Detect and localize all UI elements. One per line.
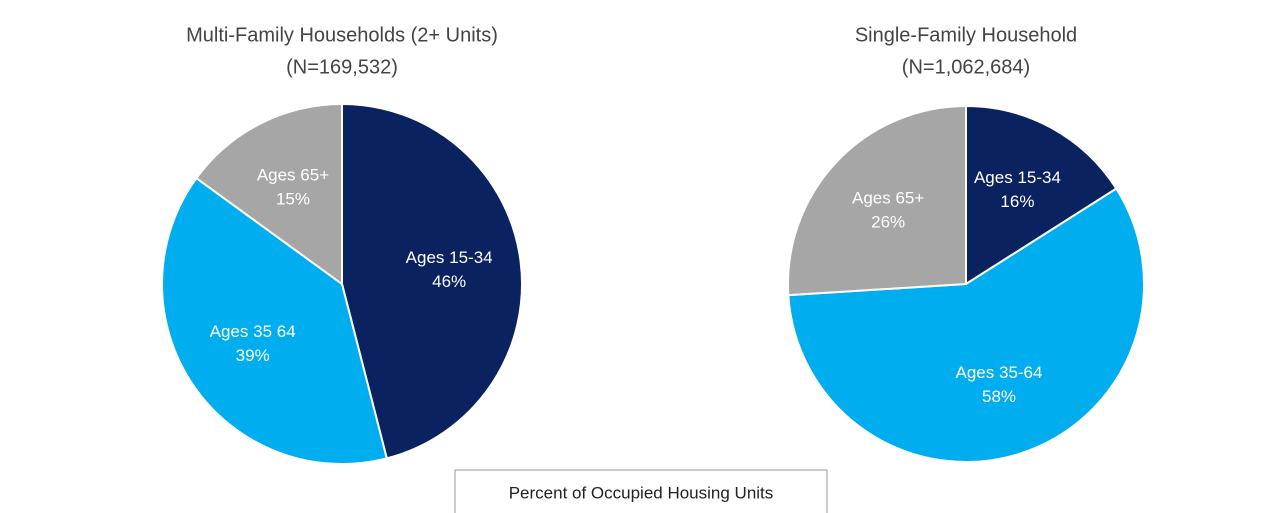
slice-value: 16% xyxy=(1000,192,1034,211)
pie-slice xyxy=(787,104,967,297)
chart-title: Multi-Family Households (2+ Units) xyxy=(186,24,498,46)
pie-slice xyxy=(787,187,1145,463)
slice-category: Ages 15-34 xyxy=(406,248,493,267)
chart-title: Single-Family Household xyxy=(855,24,1077,46)
slice-category: Ages 65+ xyxy=(852,188,924,207)
chart-subtitle: (N=169,532) xyxy=(286,56,398,78)
footnote: Percent of Occupied Housing Units xyxy=(509,483,774,502)
slice-value: 26% xyxy=(871,212,905,231)
slice-value: 39% xyxy=(236,346,270,365)
slice-value: 58% xyxy=(982,387,1016,406)
pie-slice xyxy=(965,104,1118,286)
slice-category: Ages 15-34 xyxy=(974,168,1061,187)
footnote-box xyxy=(454,469,828,513)
pie-slice xyxy=(194,102,343,286)
slice-category: Ages 35-64 xyxy=(956,363,1043,382)
slice-category: Ages 65+ xyxy=(257,165,329,184)
chart-subtitle: (N=1,062,684) xyxy=(902,56,1030,78)
slice-value: 46% xyxy=(432,272,466,291)
slice-category: Ages 35 64 xyxy=(210,322,296,341)
slice-value: 15% xyxy=(276,189,310,208)
pie-slice xyxy=(341,102,523,460)
pie-slice xyxy=(161,176,388,465)
